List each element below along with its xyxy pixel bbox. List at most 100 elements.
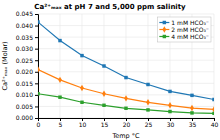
series-point [102,64,105,67]
x-axis-tick-label: 40 [211,121,219,128]
y-axis-tick-mark [35,26,38,27]
series-point [190,105,194,111]
x-axis-tick-label: 0 [37,121,41,128]
series-point [168,102,172,108]
grid-line-y [38,83,214,84]
series-line [38,94,214,114]
series-point [58,39,61,42]
series-point [58,77,62,83]
legend-marker [163,35,166,38]
y-axis-tick-label: 0.005 [16,103,33,110]
series-point [124,107,127,110]
y-axis-tick: 0.030 [16,45,38,52]
y-axis-tick: 0.045 [16,10,38,17]
grid-line-y [38,60,214,61]
y-axis-tick-label: 0.010 [16,91,33,98]
y-axis-tick-label: 0.035 [16,34,33,41]
grid-line-x [214,14,215,118]
y-axis-line [35,15,39,119]
legend-item: 4 mM HCO₃⁻ [159,33,209,40]
series-point [190,94,193,97]
y-axis-tick-label: 0.020 [16,68,33,75]
y-axis-tick: 0.010 [16,91,38,98]
y-axis-tick-mark [35,83,38,84]
x-axis-tick-label: 20 [123,121,131,128]
y-axis: 0.000 0.005 0.010 0.015 0.020 0.025 0.030 0.035… [16,10,39,121]
grid-line-y [38,71,214,72]
series-line [38,22,214,99]
legend-box [157,17,211,42]
series-point [38,92,40,95]
series-point [80,54,83,57]
legend-label: 1 mM HCO₃⁻ [171,19,209,26]
x-axis-tick-label: 15 [101,121,109,128]
x-axis: 0 5 10 15 20 25 30 35 40 [37,118,219,128]
y-axis-tick-label: 0.045 [16,10,33,17]
series-point [146,83,149,86]
y-axis-tick: 0.035 [16,34,38,41]
y-axis-tick-mark [35,37,38,38]
series-point [124,76,127,79]
x-axis-tick-label: 30 [167,121,175,128]
series-point [190,111,193,114]
y-axis-tick: 0.040 [16,22,38,29]
chart: 0 5 10 15 20 25 30 35 40 0.000 0.005 0.010 0.015 0.02… [0,0,220,140]
x-axis-tick: 5 [59,118,63,128]
series-point [102,104,105,107]
legend: 1 mM HCO₃⁻2 mM HCO₃⁻4 mM HCO₃⁻ [157,17,211,42]
legend-marker [162,26,166,32]
y-axis-tick-mark [35,14,38,15]
x-axis-tick-label: 35 [189,121,197,128]
marks [38,20,214,115]
series-line [38,69,214,109]
legend-marker [163,21,166,24]
y-axis-tick-label: 0.015 [16,80,33,87]
x-axis-tick-label: 5 [59,121,63,128]
y-axis-tick-mark [35,95,38,96]
x-axis-tick: 10 [79,118,87,128]
x-axis-tick-label: 10 [79,121,87,128]
series-point [124,95,128,101]
y-axis-tick: 0.025 [16,57,38,64]
x-axis-tick-label: 25 [145,121,153,128]
legend-item: 1 mM HCO₃⁻ [159,19,209,26]
y-axis-title: Ca²⁺ₘₐₓ (Molar) [1,41,9,90]
series-point [80,85,84,91]
y-axis-tick: 0.005 [16,103,38,110]
y-axis-tick: 0.000 [16,114,38,121]
grid-line-y [38,14,214,15]
legend-label: 2 mM HCO₃⁻ [171,26,209,33]
plot: 0 5 10 15 20 25 30 35 40 0.000 0.005 0.010 0.015 0.02… [16,10,219,128]
x-axis-tick: 20 [123,118,131,128]
series-point [146,99,150,105]
grid-line-x [126,14,127,118]
series-point [102,91,106,97]
grid-line-y [38,48,214,49]
x-axis-tick: 15 [101,118,109,128]
y-axis-tick-mark [35,118,38,119]
series-point [38,20,40,23]
grid-line-x [60,14,61,118]
series-point [168,110,171,113]
x-axis-tick: 0 [37,118,41,128]
series-point [38,66,40,72]
y-axis-tick-mark [35,106,38,107]
x-axis-tick: 30 [167,118,175,128]
x-axis-title: Temp °C [111,132,140,140]
series-point [80,101,83,104]
series-point [168,90,171,93]
y-axis-tick-mark [35,60,38,61]
y-axis-tick: 0.020 [16,68,38,75]
y-axis-tick: 0.015 [16,80,38,87]
y-axis-tick-mark [35,49,38,50]
x-axis-tick: 25 [145,118,153,128]
x-axis-tick: 40 [211,118,219,128]
title: Ca²⁺ₘₐₓ at pH 7 and 5,000 ppm salinity [34,3,186,11]
y-axis-tick-label: 0.000 [16,114,33,121]
y-axis-tick-mark [35,72,38,73]
y-axis-tick-label: 0.025 [16,57,33,64]
series-point [212,98,214,101]
legend-label: 4 mM HCO₃⁻ [171,33,209,40]
series-point [146,108,149,111]
grid [38,14,214,118]
